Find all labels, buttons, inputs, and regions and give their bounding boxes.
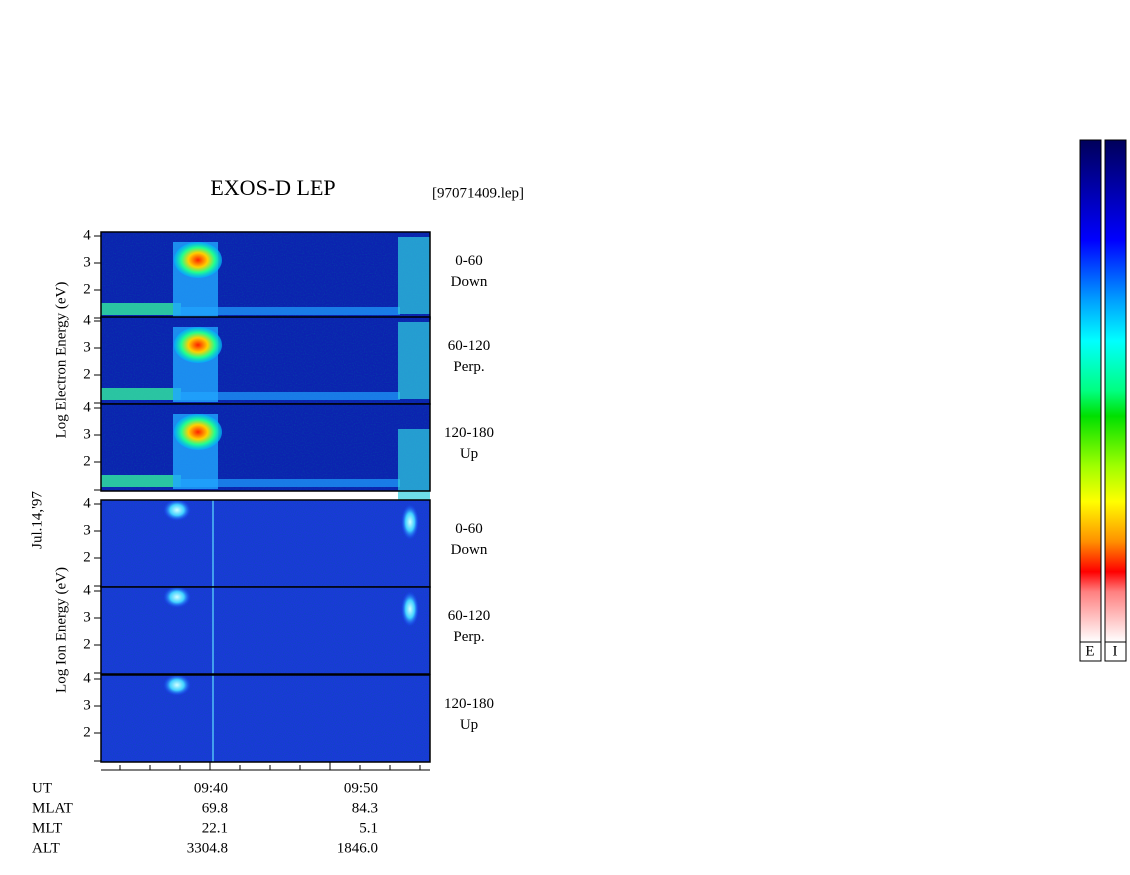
pitch-angle: 60-120 bbox=[448, 338, 491, 354]
date: Jul.14,'97 bbox=[29, 491, 45, 549]
ephemeris-value: 84.3 bbox=[352, 800, 378, 816]
y-tick-label: 3 bbox=[83, 609, 91, 625]
ephemeris-value: 5.1 bbox=[359, 820, 378, 836]
low-energy-band bbox=[101, 475, 181, 487]
ephemeris-name: ALT bbox=[32, 840, 60, 856]
ephemeris-value: 09:40 bbox=[194, 780, 228, 796]
burst-core bbox=[174, 242, 222, 278]
y-tick-label: 4 bbox=[83, 495, 91, 511]
y-tick-label: 2 bbox=[83, 453, 91, 469]
y-tick-label: 3 bbox=[83, 254, 91, 270]
ion-burst bbox=[163, 586, 191, 608]
y-tick-label: 4 bbox=[83, 227, 91, 243]
burst-right bbox=[398, 237, 430, 314]
y-tick-label: 3 bbox=[83, 426, 91, 442]
panel-frame bbox=[100, 586, 431, 675]
y-tick-label: 4 bbox=[83, 582, 91, 598]
colorbar-i bbox=[1104, 139, 1127, 643]
ephemeris-name: MLT bbox=[32, 820, 62, 836]
direction: Perp. bbox=[453, 359, 484, 375]
ephemeris-value: 22.1 bbox=[202, 820, 228, 836]
pitch-angle: 0-60 bbox=[455, 253, 483, 269]
noise bbox=[101, 675, 430, 762]
panel-frame bbox=[100, 403, 431, 492]
y-tick-label: 4 bbox=[83, 670, 91, 686]
low-energy-band bbox=[180, 392, 400, 400]
direction: Up bbox=[460, 446, 478, 462]
noise bbox=[101, 500, 430, 587]
pitch-angle: 120-180 bbox=[444, 425, 494, 441]
pitch-angle: 120-180 bbox=[444, 696, 494, 712]
y-tick-label: 3 bbox=[83, 697, 91, 713]
y-tick-label: 2 bbox=[83, 281, 91, 297]
title: EXOS-D LEP bbox=[210, 175, 335, 200]
ion-burst bbox=[163, 499, 191, 521]
colorbar-label: E bbox=[1085, 643, 1094, 659]
y-tick-label: 3 bbox=[83, 522, 91, 538]
ephemeris-value: 1846.0 bbox=[337, 840, 378, 856]
pitch-angle: 0-60 bbox=[455, 521, 483, 537]
noise bbox=[101, 587, 430, 674]
ion-burst bbox=[401, 591, 419, 627]
direction: Down bbox=[451, 274, 488, 290]
burst-core bbox=[174, 327, 222, 363]
pitch-angle: 60-120 bbox=[448, 608, 491, 624]
y-tick-label: 2 bbox=[83, 636, 91, 652]
colorbar-e bbox=[1079, 139, 1102, 643]
y-tick-label: 2 bbox=[83, 549, 91, 565]
electron-axis-label: Log Electron Energy (eV) bbox=[53, 282, 69, 439]
colorbar-i-box bbox=[1104, 641, 1127, 662]
y-tick-label: 4 bbox=[83, 399, 91, 415]
ephemeris-value: 09:50 bbox=[344, 780, 378, 796]
colorbar-e-box bbox=[1079, 641, 1102, 662]
direction: Down bbox=[451, 542, 488, 558]
low-energy-band bbox=[180, 479, 400, 487]
burst-core bbox=[174, 414, 222, 450]
ephemeris-name: MLAT bbox=[32, 800, 73, 816]
direction: Perp. bbox=[453, 629, 484, 645]
ephemeris-value: 69.8 bbox=[202, 800, 228, 816]
low-energy-band bbox=[101, 303, 181, 315]
panel-frame bbox=[100, 674, 431, 763]
burst-right bbox=[398, 322, 430, 399]
y-tick-label: 4 bbox=[83, 312, 91, 328]
y-tick-label: 2 bbox=[83, 366, 91, 382]
colorbar-label: I bbox=[1113, 643, 1118, 659]
ephemeris-name: UT bbox=[32, 780, 52, 796]
low-energy-band bbox=[180, 307, 400, 315]
ion-burst bbox=[401, 504, 419, 540]
burst-right bbox=[398, 429, 430, 506]
y-tick-label: 3 bbox=[83, 339, 91, 355]
ephemeris-value: 3304.8 bbox=[187, 840, 228, 856]
y-tick-label: 2 bbox=[83, 724, 91, 740]
file-name: [97071409.lep] bbox=[432, 185, 524, 201]
direction: Up bbox=[460, 717, 478, 733]
low-energy-band bbox=[101, 388, 181, 400]
ion-axis-label: Log Ion Energy (eV) bbox=[53, 567, 69, 693]
ion-burst bbox=[163, 674, 191, 696]
